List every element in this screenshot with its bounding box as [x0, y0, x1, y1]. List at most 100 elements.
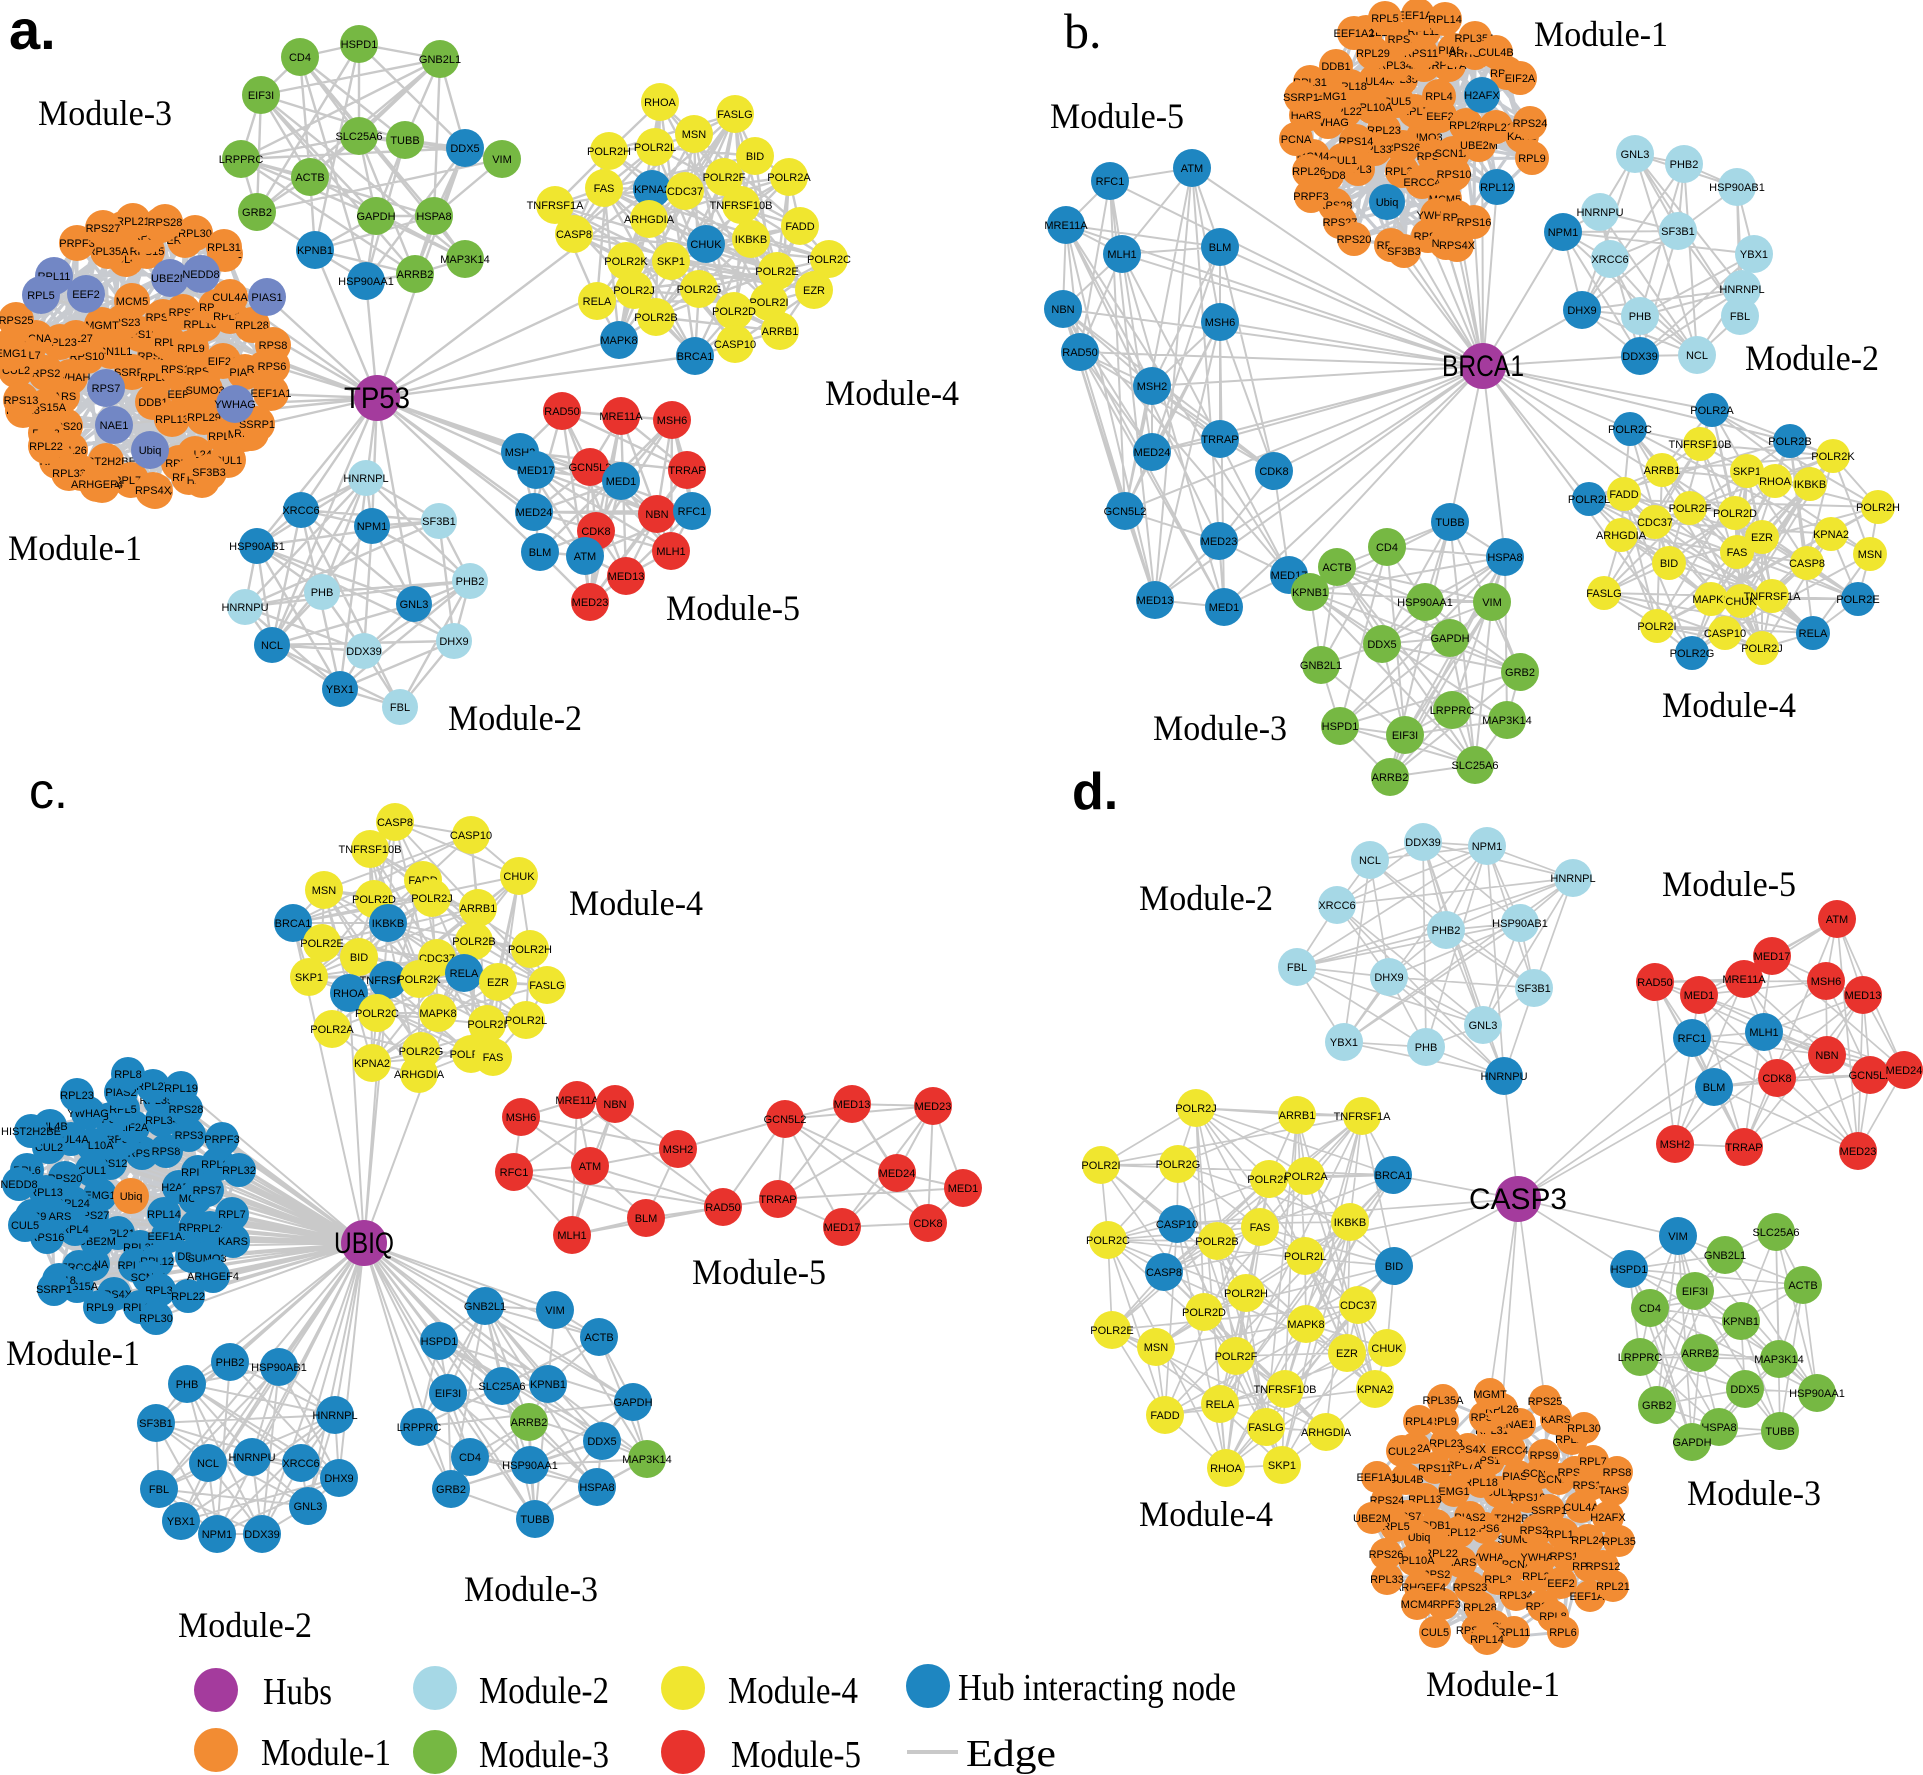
svg-text:NPM1: NPM1	[357, 521, 388, 533]
svg-text:H2AFX: H2AFX	[1590, 1512, 1626, 1524]
svg-text:NPM1: NPM1	[1472, 841, 1503, 853]
svg-text:CASP10: CASP10	[1704, 628, 1746, 640]
svg-text:EIF3I: EIF3I	[1392, 730, 1418, 742]
svg-text:ERCC4: ERCC4	[1403, 177, 1440, 189]
svg-text:TRRAP: TRRAP	[759, 1194, 796, 1206]
svg-text:RPS10: RPS10	[1437, 169, 1472, 181]
svg-text:Module-5: Module-5	[692, 1252, 826, 1292]
svg-text:POLR2A: POLR2A	[767, 172, 811, 184]
svg-text:GAPDH: GAPDH	[613, 1397, 652, 1409]
svg-text:RPL18: RPL18	[1464, 1477, 1498, 1489]
svg-text:ATM: ATM	[579, 1161, 601, 1173]
svg-text:NCL: NCL	[197, 1458, 219, 1470]
svg-text:GNB2L1: GNB2L1	[464, 1301, 506, 1313]
svg-text:CHUK: CHUK	[1725, 596, 1757, 608]
svg-text:RPL6: RPL6	[1549, 1627, 1577, 1639]
svg-text:CASP10: CASP10	[714, 339, 756, 351]
svg-text:RPS20: RPS20	[1520, 1525, 1555, 1537]
svg-text:BLM: BLM	[635, 1213, 658, 1225]
svg-text:POLR2A: POLR2A	[1284, 1171, 1328, 1183]
svg-text:SLC25A6: SLC25A6	[1752, 1227, 1799, 1239]
svg-text:CUL2: CUL2	[35, 1142, 63, 1154]
svg-text:POLR2L: POLR2L	[1284, 1251, 1326, 1263]
svg-text:RPL5: RPL5	[27, 290, 55, 302]
svg-text:DDX5: DDX5	[587, 1436, 616, 1448]
svg-text:Module-2: Module-2	[1745, 338, 1879, 378]
svg-text:HSP90AA1: HSP90AA1	[1397, 597, 1453, 609]
svg-text:TRRAP: TRRAP	[1725, 1142, 1762, 1154]
svg-text:RPL9: RPL9	[86, 1302, 114, 1314]
svg-text:RPS8: RPS8	[152, 1146, 181, 1158]
svg-text:TUBB: TUBB	[1435, 517, 1464, 529]
svg-text:ARHGEF4: ARHGEF4	[1394, 1582, 1446, 1594]
svg-text:TNFRSF10B: TNFRSF10B	[1254, 1384, 1317, 1396]
svg-text:RPL4: RPL4	[1425, 91, 1453, 103]
svg-text:RPS12: RPS12	[1586, 1561, 1621, 1573]
svg-text:RPL21: RPL21	[1596, 1581, 1630, 1593]
svg-text:BID: BID	[746, 151, 764, 163]
svg-text:MED24: MED24	[879, 1168, 916, 1180]
svg-text:MED24: MED24	[516, 507, 553, 519]
svg-text:Hubs: Hubs	[263, 1671, 332, 1713]
svg-text:RPL9: RPL9	[177, 343, 205, 355]
svg-text:MED13: MED13	[608, 571, 645, 583]
svg-text:KPNA2: KPNA2	[634, 184, 670, 196]
svg-text:POLR2E: POLR2E	[1836, 594, 1879, 606]
svg-text:RPS20: RPS20	[1337, 234, 1372, 246]
svg-text:RPL21: RPL21	[116, 216, 150, 228]
svg-text:LRPPRC: LRPPRC	[1618, 1352, 1663, 1364]
svg-text:RPL23: RPL23	[1429, 1438, 1463, 1450]
svg-text:POLR2I: POLR2I	[749, 297, 788, 309]
svg-text:SCN1A: SCN1A	[1435, 148, 1472, 160]
svg-text:POLR2I: POLR2I	[1637, 621, 1676, 633]
svg-text:RPS7: RPS7	[92, 383, 121, 395]
svg-text:CD4: CD4	[1376, 542, 1398, 554]
svg-text:RPL21: RPL21	[1479, 122, 1513, 134]
svg-text:SF3B1: SF3B1	[1661, 226, 1695, 238]
svg-text:MGMT: MGMT	[1473, 1389, 1507, 1401]
svg-text:Edge: Edge	[966, 1733, 1056, 1775]
svg-text:MCM5: MCM5	[116, 296, 148, 308]
svg-text:MSH6: MSH6	[1205, 317, 1236, 329]
svg-text:GNB2L1: GNB2L1	[1300, 660, 1342, 672]
svg-text:RPL22: RPL22	[29, 441, 63, 453]
svg-text:Module-3: Module-3	[1153, 708, 1287, 748]
svg-text:Module-5: Module-5	[1050, 96, 1184, 136]
svg-text:GAPDH: GAPDH	[1672, 1437, 1711, 1449]
svg-text:RAD50: RAD50	[1062, 347, 1097, 359]
svg-text:RPS23: RPS23	[1453, 1582, 1488, 1594]
svg-text:YBX1: YBX1	[1740, 249, 1768, 261]
svg-text:NCL: NCL	[261, 640, 283, 652]
svg-text:MRE11A: MRE11A	[1044, 220, 1088, 232]
svg-text:CHUK: CHUK	[690, 239, 722, 251]
svg-text:NBN: NBN	[1815, 1050, 1838, 1062]
svg-text:UBE2M: UBE2M	[151, 273, 189, 285]
svg-text:NCL: NCL	[1359, 855, 1381, 867]
svg-text:POLR2E: POLR2E	[755, 266, 798, 278]
svg-text:GNL3: GNL3	[400, 599, 429, 611]
svg-text:POLR2L: POLR2L	[634, 142, 676, 154]
svg-text:RPL7: RPL7	[218, 1209, 246, 1221]
svg-text:SF3B3: SF3B3	[1387, 246, 1421, 258]
svg-text:CD4: CD4	[289, 52, 311, 64]
svg-text:XRCC6: XRCC6	[282, 505, 319, 517]
svg-text:Module-2: Module-2	[448, 698, 582, 738]
svg-text:Module-5: Module-5	[731, 1734, 861, 1775]
svg-text:RFC1: RFC1	[678, 506, 707, 518]
svg-text:H2AFX: H2AFX	[1464, 90, 1500, 102]
svg-text:GAPDH: GAPDH	[1430, 633, 1469, 645]
svg-text:POLR2F: POLR2F	[1215, 1351, 1258, 1363]
svg-text:HNRNPU: HNRNPU	[1576, 207, 1623, 219]
svg-text:MSN: MSN	[1144, 1342, 1169, 1354]
svg-text:EMG1: EMG1	[1438, 1486, 1469, 1498]
svg-text:TNFRSF1A: TNFRSF1A	[1744, 591, 1802, 603]
svg-text:MSN: MSN	[1858, 549, 1883, 561]
svg-text:EIF3I: EIF3I	[435, 1388, 461, 1400]
svg-text:GNL3: GNL3	[294, 1501, 323, 1513]
svg-text:RPS25: RPS25	[0, 315, 33, 327]
svg-text:SLC25A6: SLC25A6	[1451, 760, 1498, 772]
svg-text:GNB2L1: GNB2L1	[1704, 1250, 1746, 1262]
svg-text:LRPPRC: LRPPRC	[397, 1422, 442, 1434]
svg-text:FADD: FADD	[785, 221, 814, 233]
svg-text:MCM4: MCM4	[1401, 1599, 1433, 1611]
